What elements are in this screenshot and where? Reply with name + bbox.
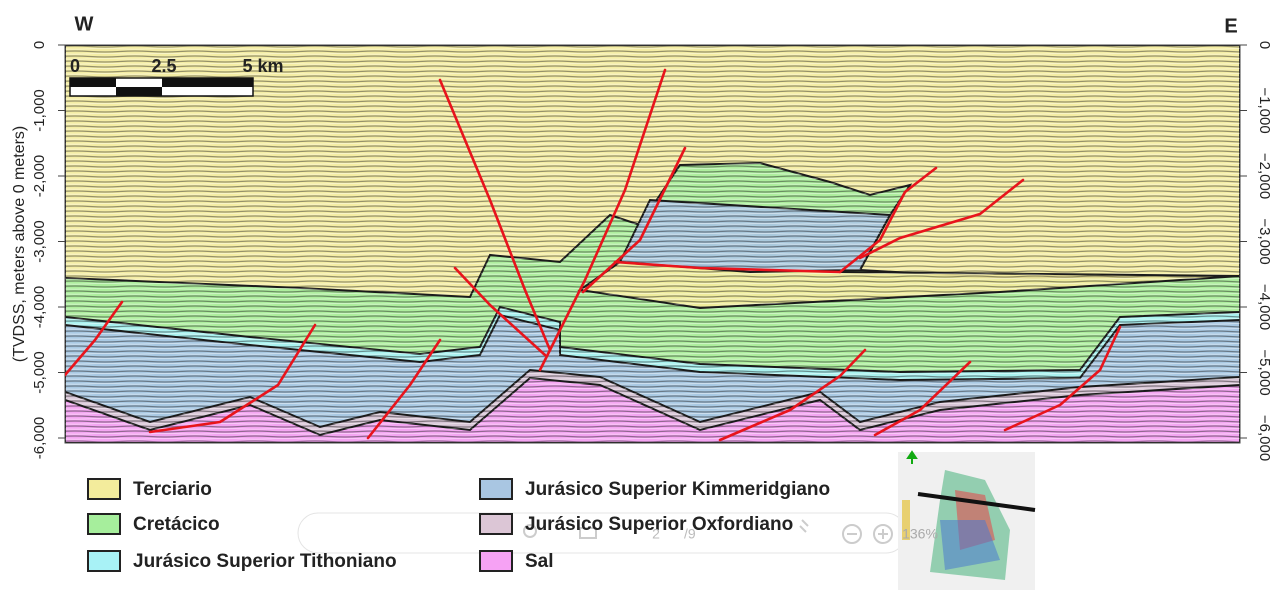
legend-label: Cretácico (133, 514, 220, 535)
left-tick-label: -1,000 (31, 89, 48, 132)
right-tick-label: −1,000 (1256, 87, 1273, 133)
search-button[interactable] (523, 524, 537, 538)
legend-label: Jurásico Superior Kimmeridgiano (525, 479, 830, 500)
legend-label: Jurásico Superior Tithoniano (133, 551, 397, 572)
left-tick-label: -2,000 (31, 155, 48, 198)
faults (65, 68, 1122, 442)
left-tick-label: -3,000 (31, 220, 48, 263)
east-label: E (1224, 15, 1237, 37)
fault (838, 166, 938, 274)
page-count: /9 (684, 526, 696, 542)
left-tick-label: 0 (31, 41, 48, 49)
fault (581, 146, 687, 294)
fault (538, 68, 667, 372)
legend-swatch (87, 513, 121, 535)
scale-label: 0 (70, 56, 80, 76)
axis-label: (TVDSS, meters above 0 meters) (11, 126, 28, 363)
legend-label: Sal (525, 551, 554, 572)
west-label: W (75, 13, 94, 35)
section-frame (64, 44, 1241, 444)
scale-label: 5 km (242, 56, 283, 76)
fault (366, 338, 442, 440)
left-tick-label: -4,000 (31, 286, 48, 329)
kimmeridgiano-block-texture (620, 200, 890, 272)
legend-swatch (87, 550, 121, 572)
left-tick-label: -6,000 (31, 417, 48, 460)
fault (438, 78, 552, 352)
fit-button[interactable] (799, 519, 809, 533)
page-number: 2 (652, 526, 660, 542)
zoom-in-button[interactable] (873, 524, 893, 544)
right-tick-label: −3,000 (1256, 218, 1273, 264)
sal-body-texture (65, 378, 1240, 443)
zoom-level: 136% (902, 526, 938, 542)
right-tick-label: 0 (1256, 41, 1273, 49)
legend-swatch (479, 478, 513, 500)
fault (148, 323, 317, 434)
right-tick-label: −2,000 (1256, 153, 1273, 199)
fault (718, 348, 867, 442)
legend-swatch (479, 550, 513, 572)
legend-swatch (479, 513, 513, 535)
fault (873, 360, 972, 437)
legend-swatch (87, 478, 121, 500)
right-tick-label: −5,000 (1256, 349, 1273, 395)
print-button[interactable] (579, 527, 597, 539)
scale-label: 2.5 (151, 56, 176, 76)
legend-label: Terciario (133, 479, 212, 500)
seismic-section (65, 45, 1240, 443)
terciario-lens-texture (580, 262, 1240, 308)
zoom-out-button[interactable] (842, 524, 862, 544)
minimap (898, 450, 1036, 590)
fault (1003, 325, 1122, 432)
legend-label: Jurásico Superior Oxfordiano (525, 514, 793, 535)
fault (858, 178, 1025, 260)
fault (453, 266, 547, 357)
scale-bar (69, 77, 254, 97)
left-tick-label: -5,000 (31, 351, 48, 394)
right-tick-label: −6,000 (1256, 415, 1273, 461)
fault (613, 260, 842, 274)
right-tick-label: −4,000 (1256, 284, 1273, 330)
fault (65, 300, 124, 377)
